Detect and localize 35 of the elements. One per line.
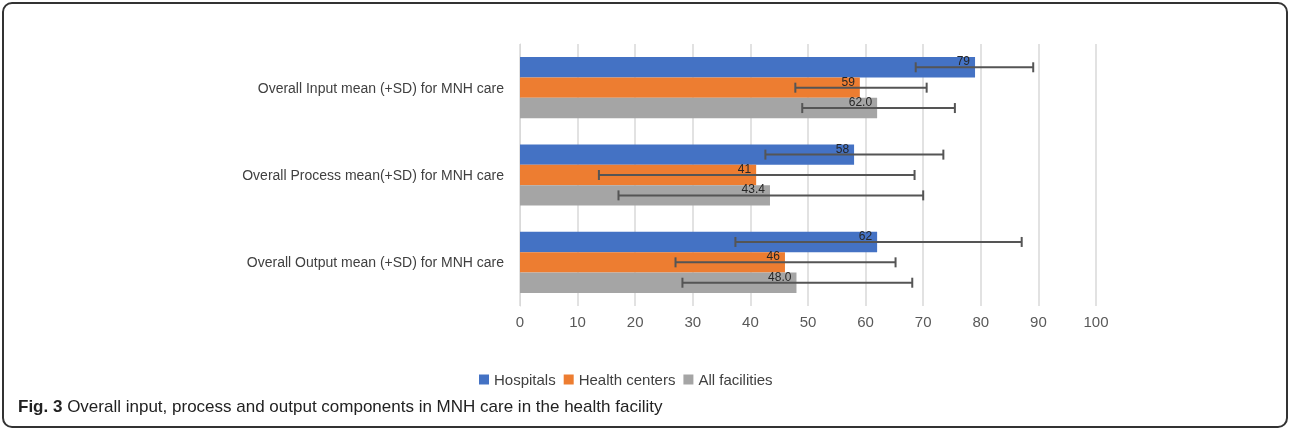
legend-label: All facilities [698,371,773,388]
data-label: 48.0 [768,269,792,284]
caption: Fig. 3 Overall input, process and output components in MNH care in the health facility [18,397,663,417]
y-tick-label: Overall Input mean (+SD) for MNH care [257,79,505,96]
x-tick-label: 90 [1030,313,1047,330]
data-label: 62.0 [848,95,873,110]
bar [520,144,855,165]
y-tick-label: Overall Process mean(+SD) for MNH care [242,167,505,183]
data-label: 58 [835,141,850,156]
x-tick-label: 0 [515,313,525,330]
legend-label: Health centers [578,371,676,388]
data-label: 59 [841,74,856,89]
y-tick-label: Overall Output mean (+SD) for MNH care [246,254,505,271]
bar [520,77,860,98]
x-tick-label: 20 [626,313,644,330]
bar [520,185,770,206]
data-label: 79 [956,54,971,69]
x-tick-label: 70 [914,313,932,330]
x-tick-label: 30 [684,313,702,330]
data-label: 43.4 [741,182,766,197]
bar [520,272,797,293]
data-label: 41 [737,162,752,176]
x-tick-label: 10 [569,313,586,330]
data-label: 62 [858,228,873,243]
x-tick-label: 60 [857,313,874,330]
x-tick-label: 100 [1083,313,1109,330]
bar [520,97,878,119]
x-tick-label: 50 [799,313,817,330]
data-label: 46 [766,249,781,264]
legend-label: Hospitals [494,371,556,388]
bar [520,252,785,273]
bar [520,57,976,78]
bar [520,231,878,253]
x-tick-label: 40 [742,313,759,330]
x-tick-label: 80 [972,313,990,330]
